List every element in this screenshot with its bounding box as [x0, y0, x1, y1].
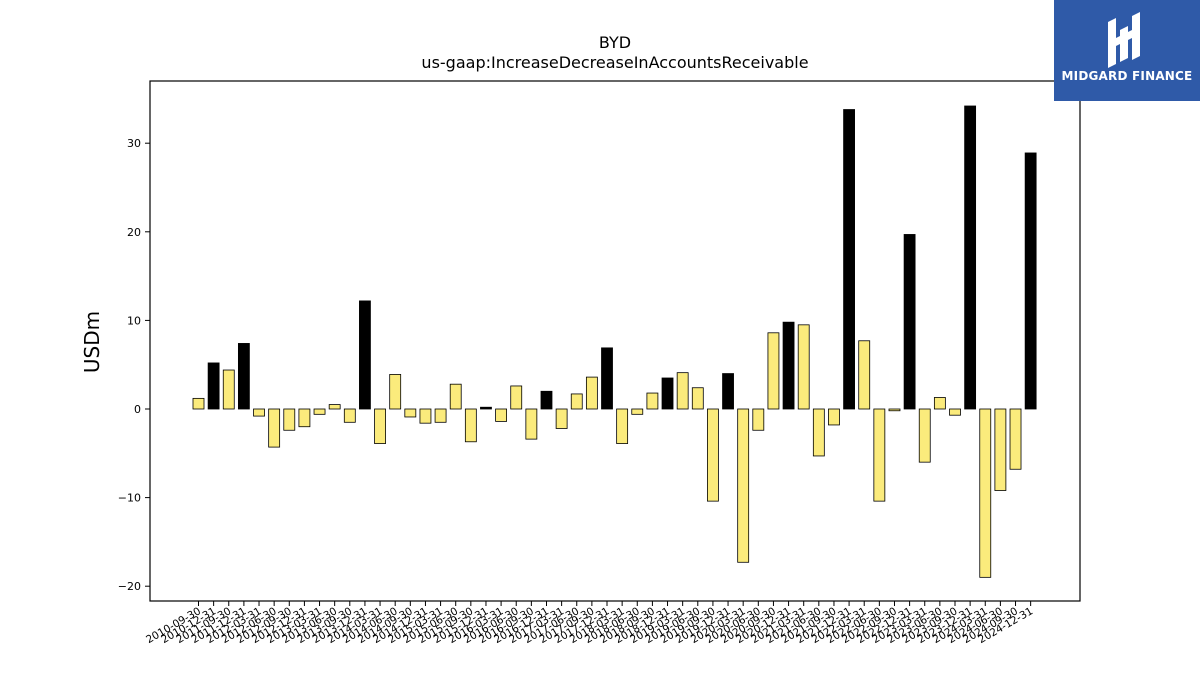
- bar-2023-12-31: [964, 105, 977, 410]
- y-tick-label-0: 0: [134, 403, 141, 416]
- bar-2013-09-30: [343, 408, 356, 423]
- y-tick-label--20: −20: [118, 580, 141, 593]
- bar-2019-12-31: [722, 373, 734, 410]
- y-tick-label-10: 10: [127, 314, 141, 327]
- bar-2021-12-31: [843, 109, 855, 410]
- y-tick-label-20: 20: [127, 226, 141, 239]
- bar-2020-06-30: [752, 408, 765, 431]
- bar-2013-03-31: [313, 408, 326, 415]
- bar-2017-03-31: [555, 408, 568, 429]
- bar-2019-03-31: [676, 372, 689, 410]
- bar-2016-12-31: [540, 390, 553, 410]
- bar-2020-12-31: [782, 321, 795, 410]
- bar-2024-12-31: [1024, 152, 1037, 410]
- bar-2016-03-31: [495, 408, 508, 422]
- bar-2018-09-30: [646, 392, 659, 410]
- bar-2014-03-31: [374, 408, 386, 444]
- bar-2016-09-30: [525, 408, 538, 440]
- bar-2012-03-31: [253, 408, 265, 417]
- bar-2019-06-30: [691, 387, 704, 410]
- bar-2021-06-30: [812, 408, 825, 457]
- bar-2022-09-30: [888, 408, 901, 412]
- bar-2020-09-30: [767, 332, 780, 410]
- bar-2015-06-30: [449, 383, 462, 410]
- bar-2012-12-31: [298, 408, 311, 428]
- y-tick-label--10: −10: [118, 492, 141, 505]
- chart-subtitle: us-gaap:IncreaseDecreaseInAccountsReceiv…: [421, 53, 809, 72]
- bar-2015-03-31: [434, 408, 447, 423]
- bar-2014-12-31: [419, 408, 432, 424]
- bar-2020-03-31: [737, 408, 750, 563]
- bar-2024-09-30: [1009, 408, 1022, 470]
- bar-2014-09-30: [404, 408, 417, 418]
- bar-2023-06-30: [933, 397, 946, 410]
- bar-2021-03-31: [797, 324, 810, 410]
- y-tick-label-30: 30: [127, 137, 141, 150]
- bar-2023-03-31: [918, 408, 931, 463]
- bar-2010-09-30: [192, 397, 205, 410]
- brand-logo: MIDGARD FINANCE: [1054, 0, 1200, 101]
- x-axis: 2010-09-302010-12-312011-09-302011-12-31…: [144, 601, 1035, 646]
- brand-logo-text: MIDGARD FINANCE: [1061, 69, 1193, 83]
- bar-2011-12-31: [237, 343, 250, 410]
- y-axis-label: USDm: [80, 311, 104, 373]
- bar-2022-03-31: [858, 340, 871, 410]
- midgard-logo-icon: [1108, 12, 1140, 68]
- plot-frame: [149, 80, 1081, 602]
- bar-2024-03-31: [979, 408, 992, 578]
- bar-2015-09-30: [464, 408, 477, 443]
- bar-2013-06-30: [328, 404, 341, 410]
- bar-2019-09-30: [707, 408, 719, 502]
- bar-2015-12-31: [480, 406, 492, 410]
- bar-2023-09-30: [949, 408, 961, 416]
- bar-2016-06-30: [510, 385, 523, 410]
- bar-2011-09-30: [222, 369, 235, 410]
- bar-2022-12-31: [903, 234, 916, 410]
- bar-2018-06-30: [631, 408, 644, 415]
- bar-2017-06-30: [570, 393, 583, 410]
- bar-2017-12-31: [601, 347, 613, 410]
- bar-2013-12-31: [359, 300, 371, 410]
- bar-2017-09-30: [585, 376, 598, 410]
- y-axis: −20 −10 0 10 20 30: [118, 137, 150, 593]
- bar-2012-09-30: [283, 408, 296, 431]
- bar-2012-06-30: [268, 408, 281, 448]
- bar-2022-06-30: [873, 408, 886, 502]
- bar-2014-06-30: [389, 374, 402, 410]
- bar-2010-12-31: [207, 362, 220, 410]
- bar-2018-12-31: [661, 377, 674, 410]
- bars-group: [192, 105, 1037, 578]
- bar-2018-03-31: [616, 408, 629, 444]
- bar-2024-06-30: [994, 408, 1007, 491]
- chart-title: BYD: [598, 33, 632, 52]
- bar-2021-09-30: [828, 408, 840, 426]
